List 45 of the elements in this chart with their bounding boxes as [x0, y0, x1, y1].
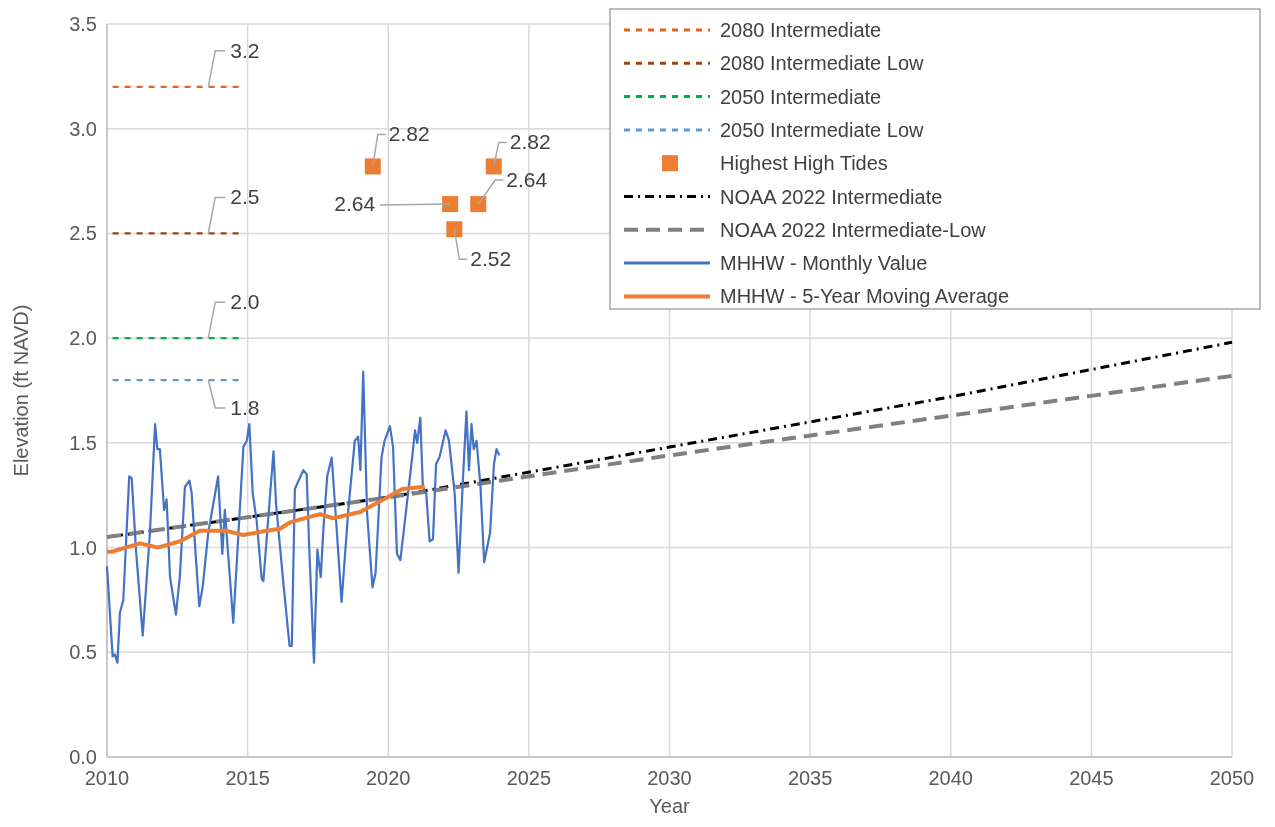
x-tick-label: 2050 — [1209, 767, 1255, 789]
data-label: 2.64 — [334, 192, 376, 216]
legend-label: NOAA 2022 Intermediate — [720, 185, 943, 208]
legend-label: 2080 Intermediate — [720, 19, 882, 41]
legend-label: Highest High Tides — [720, 152, 888, 175]
legend-label: NOAA 2022 Intermediate-Low — [720, 218, 987, 241]
point — [364, 158, 381, 175]
x-tick-label: 2040 — [928, 767, 973, 789]
data-label: 2.52 — [470, 247, 512, 271]
point — [470, 196, 487, 213]
point — [446, 221, 463, 238]
point — [442, 196, 459, 213]
x-tick-label: 2020 — [366, 767, 411, 789]
y-tick-label: 0.0 — [69, 746, 97, 768]
data-label: 2.0 — [230, 290, 260, 314]
data-label: 2.5 — [230, 185, 260, 209]
legend-label: MHHW - Monthly Value — [720, 252, 928, 275]
y-tick-label: 2.0 — [69, 327, 97, 350]
legend-label: 2050 Intermediate — [720, 85, 882, 108]
y-tick-label: 0.5 — [69, 641, 97, 664]
x-tick-label: 2025 — [506, 767, 552, 789]
point — [485, 158, 502, 175]
x-axis-title: Year — [649, 795, 691, 817]
data-label: 2.64 — [506, 168, 548, 192]
data-label: 3.2 — [230, 38, 260, 62]
line-series — [105, 484, 427, 554]
data-label: 2.82 — [388, 122, 430, 146]
x-tick-label: 2035 — [787, 767, 833, 789]
x-tick-label: 2015 — [225, 767, 270, 789]
y-axis-title: Elevation (ft NAVD) — [10, 304, 32, 477]
data-label: 1.8 — [230, 396, 260, 420]
y-tick-label: 1.5 — [69, 431, 97, 454]
x-tick-label: 2030 — [647, 767, 692, 789]
y-tick-label: 1.0 — [69, 536, 97, 559]
y-tick-label: 3.5 — [69, 13, 97, 35]
line-series — [105, 373, 1234, 540]
line-series — [105, 370, 501, 664]
legend-label: 2050 Intermediate Low — [720, 118, 925, 141]
x-tick-label: 2010 — [84, 767, 130, 789]
data-label: 2.82 — [509, 130, 551, 154]
legend-label: MHHW - 5-Year Moving Average — [720, 285, 1010, 308]
x-tick-label: 2045 — [1069, 767, 1114, 789]
y-tick-label: 2.5 — [69, 222, 97, 245]
y-tick-label: 3.0 — [69, 117, 97, 140]
legend-label: 2080 Intermediate Low — [720, 52, 925, 75]
